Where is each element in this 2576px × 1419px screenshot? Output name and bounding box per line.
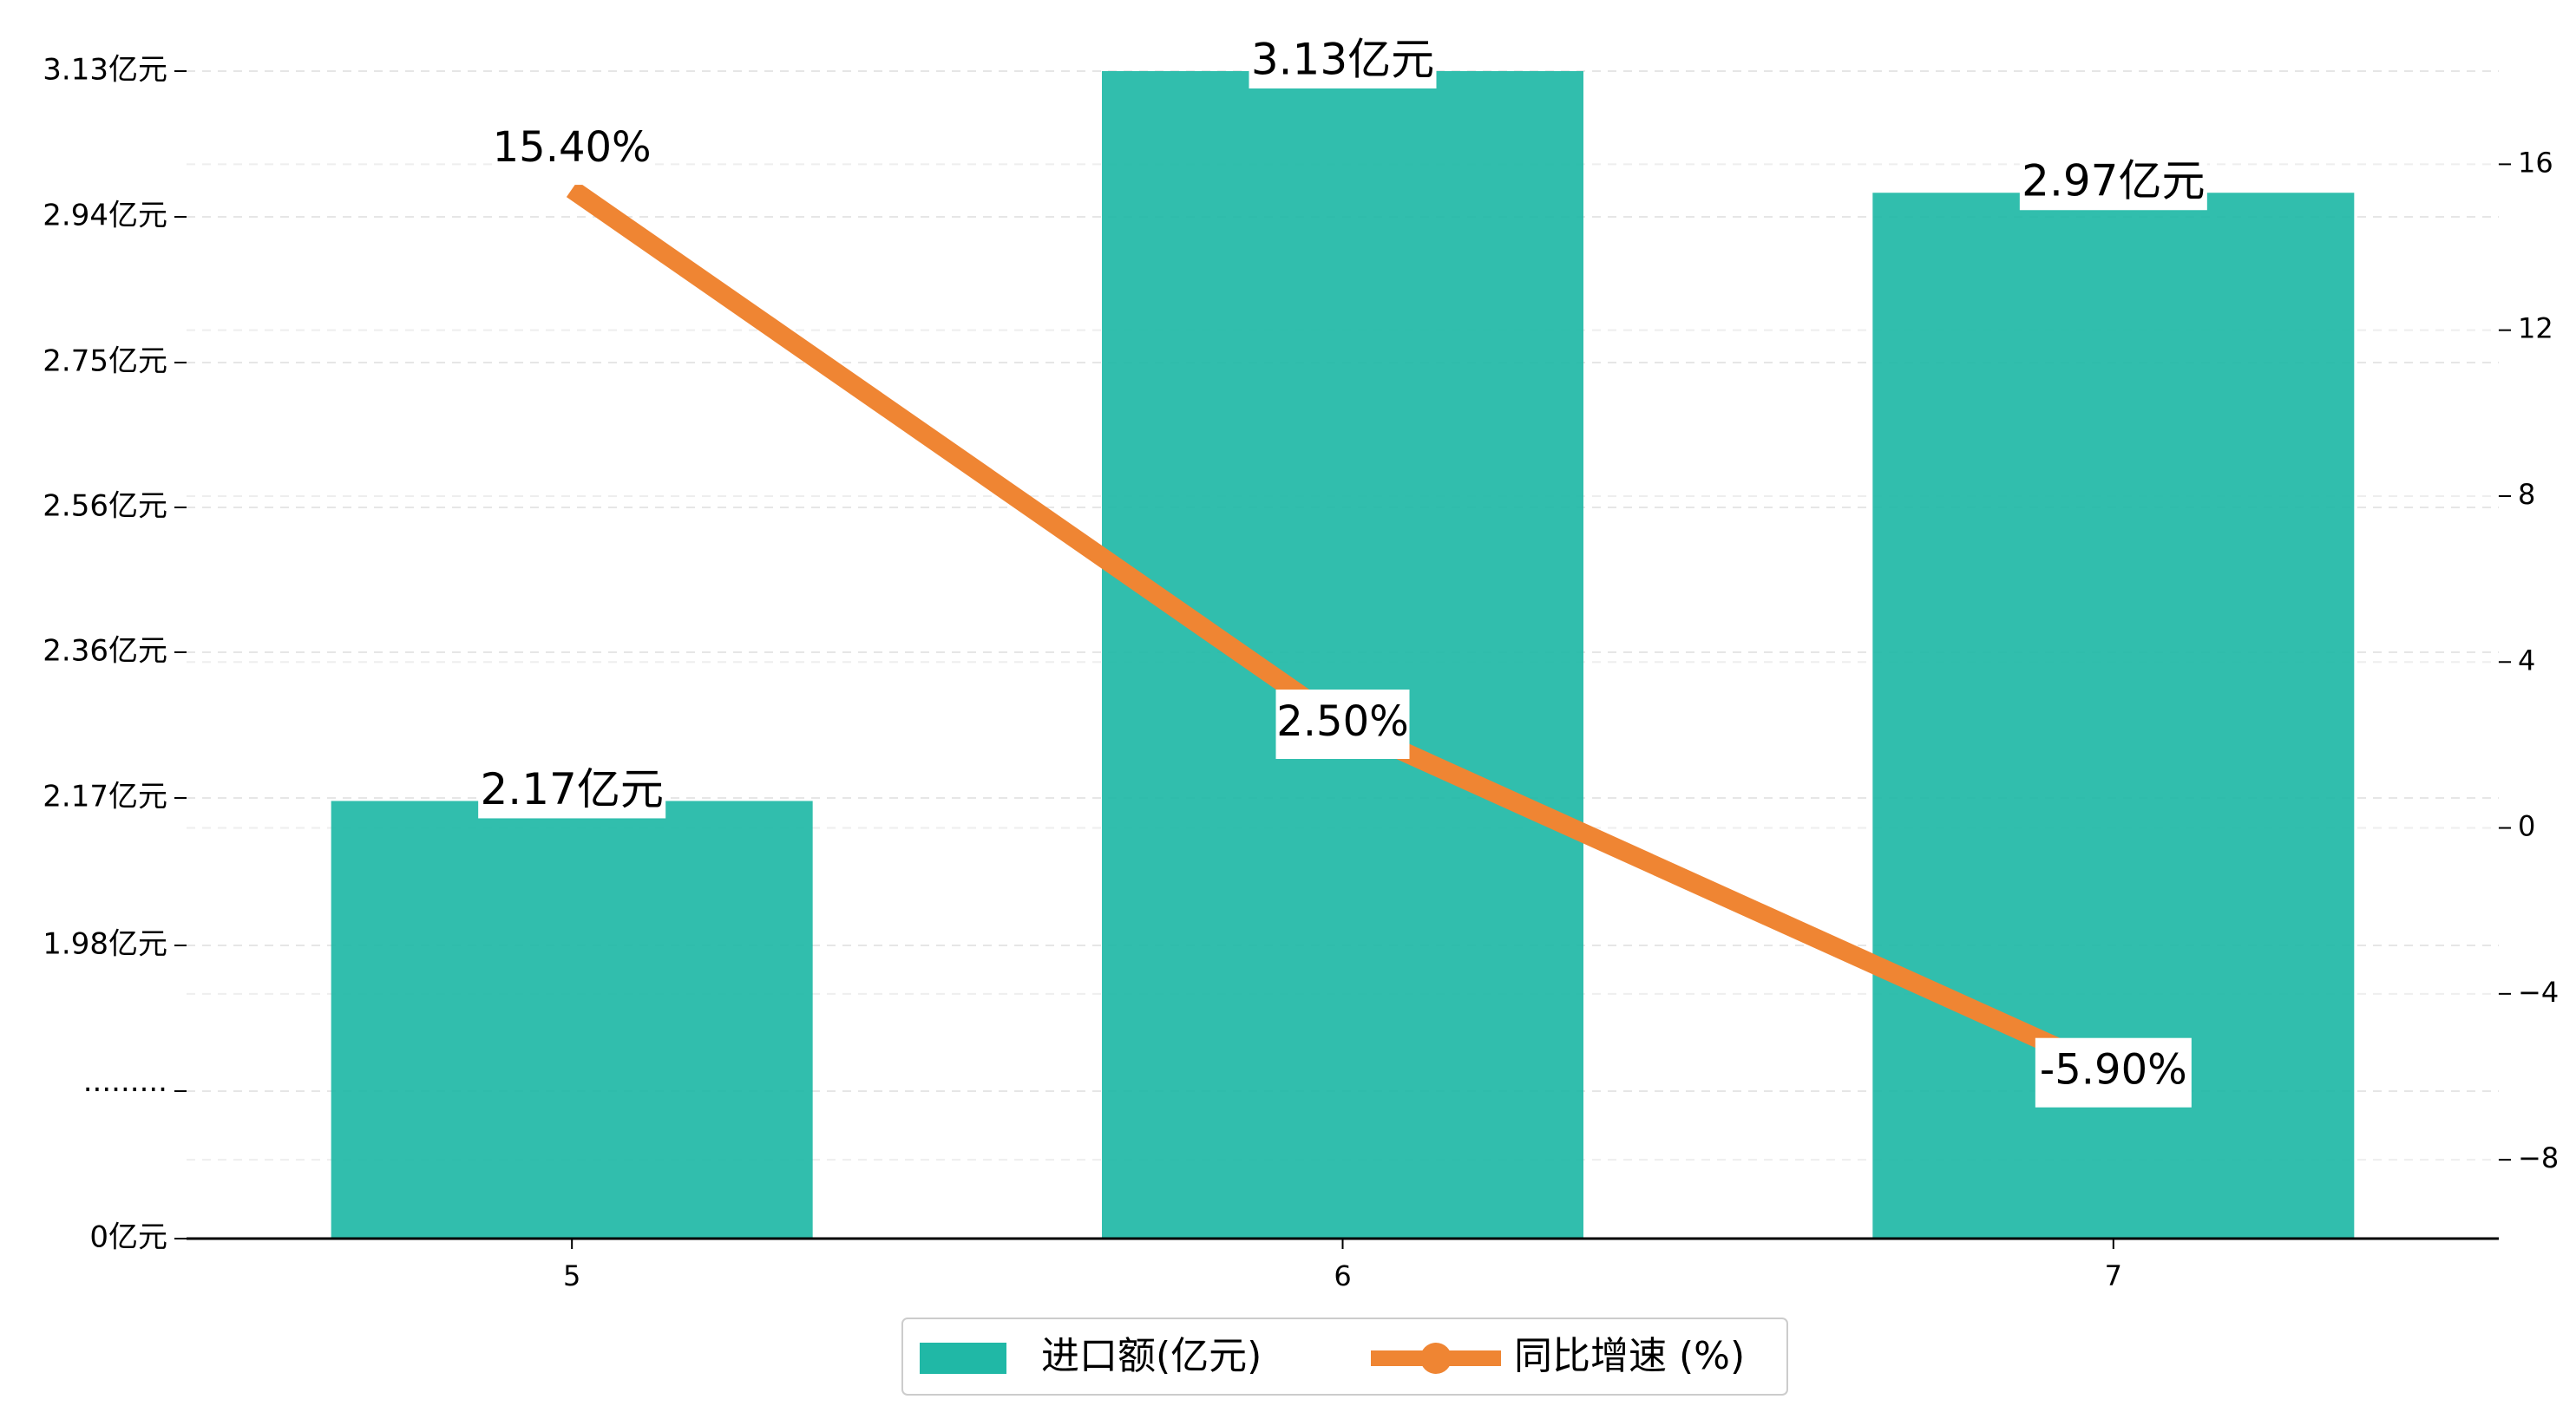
legend: 进口额(亿元) 同比增速 (%) <box>901 1318 1788 1396</box>
y-right-tick-label: 4 <box>2518 644 2535 677</box>
y-left-tick-label: 3.13亿元 <box>43 53 167 88</box>
labels-layer: 2.17亿元 3.13亿元 2.97亿元 15.40% 2.50% -5.90% <box>478 35 2207 1108</box>
y-left-tick-label: 2.36亿元 <box>43 634 167 669</box>
y-right-tick-label: 8 <box>2518 478 2535 511</box>
y-left-tick-label: 0亿元 <box>89 1220 167 1255</box>
line-value-label: -5.90% <box>2040 1046 2187 1095</box>
y-right-tick-label: 0 <box>2518 810 2535 843</box>
line-value-label: 2.50% <box>1276 697 1408 746</box>
bar <box>1102 71 1583 1239</box>
y-left-tick-label: 2.75亿元 <box>43 344 167 379</box>
bar-label-box <box>1249 36 1437 88</box>
legend-line-label: 同比增速 (%) <box>1514 1334 1745 1378</box>
legend-bar-swatch <box>920 1343 1006 1374</box>
x-tick-label: 5 <box>563 1259 580 1292</box>
y-right-tick-label: 12 <box>2518 312 2553 345</box>
bar-label-box <box>478 766 666 819</box>
bar-value-label: 2.97亿元 <box>2022 156 2205 206</box>
line-label-box <box>1275 689 1410 759</box>
line-label-box <box>2035 1037 2192 1108</box>
y-left-tick-label: 2.56亿元 <box>43 489 167 524</box>
bar-value-label: 3.13亿元 <box>1251 35 1434 85</box>
y-left-tick-label: 2.94亿元 <box>43 199 167 233</box>
legend-bar-label: 进口额(亿元) <box>1041 1334 1262 1378</box>
line-value-label: 15.40% <box>493 123 652 172</box>
y-left-tick-label: 1.98亿元 <box>43 927 167 962</box>
y-left-tick-label: ········· <box>83 1073 167 1108</box>
y-right-tick-label: 16 <box>2518 146 2553 179</box>
bar <box>331 801 813 1239</box>
x-tick-label: 6 <box>1334 1259 1351 1292</box>
axes-layer: 0亿元 ········· 1.98亿元 2.17亿元 2.36亿元 2.56亿元 2.75… <box>43 53 2559 1293</box>
bar-value-label: 2.17亿元 <box>481 764 664 814</box>
y-left-tick-label: 2.17亿元 <box>43 780 167 814</box>
x-tick-label: 7 <box>2105 1259 2122 1292</box>
legend-frame <box>901 1318 1788 1396</box>
bar-label-box <box>2019 158 2207 211</box>
line-label-box <box>494 115 651 186</box>
y-right-tick-label: −4 <box>2518 976 2559 1009</box>
bars-layer <box>331 71 2355 1239</box>
legend-line-marker <box>1420 1343 1452 1374</box>
y-right-tick-label: −8 <box>2518 1141 2559 1174</box>
